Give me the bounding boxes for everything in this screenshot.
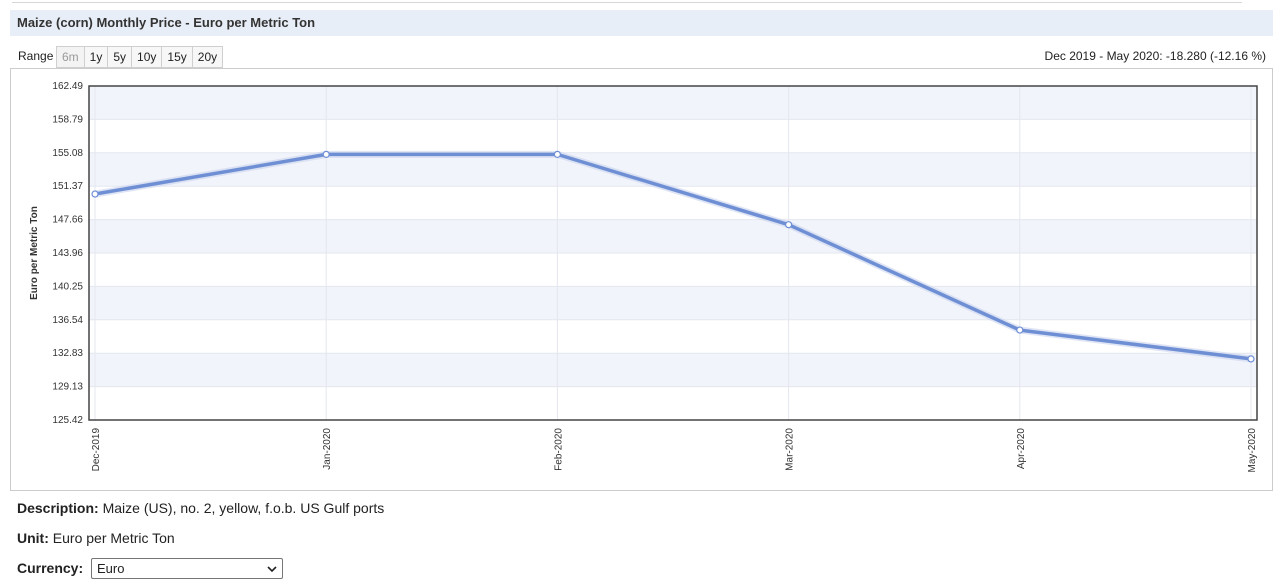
currency-row: Currency: — [17, 560, 83, 576]
x-tick-label: Apr-2020 — [1016, 428, 1027, 470]
chart-container: 162.49 158.79 155.08 151.37 147.66 143.96 140.… — [10, 68, 1273, 491]
currency-label: Currency: — [17, 560, 84, 576]
y-tick-label: 140.25 — [52, 281, 83, 292]
y-tick-label: 158.79 — [52, 114, 83, 125]
range-button-group: 6m 1y 5y 10y 15y 20y — [56, 46, 224, 68]
price-chart: 162.49 158.79 155.08 151.37 147.66 143.96 140.… — [29, 81, 1258, 473]
x-tick-label: Jan-2020 — [322, 428, 333, 470]
unit-value: Euro per Metric Ton — [52, 530, 175, 546]
description-value: Maize (US), no. 2, yellow, f.o.b. US Gul… — [102, 500, 385, 516]
y-tick-label: 125.42 — [52, 415, 83, 426]
description-label: Description: — [17, 500, 99, 516]
data-point — [553, 150, 562, 158]
description-row: Description: Maize (US), no. 2, yellow, … — [17, 500, 384, 516]
chart-header: Maize (corn) Monthly Price - Euro per Me… — [10, 10, 1273, 36]
range-button-15y[interactable]: 15y — [161, 46, 193, 68]
y-tick-label: 147.66 — [52, 215, 83, 226]
chevron-down-icon — [267, 566, 277, 573]
data-point — [91, 190, 99, 198]
plot-band — [89, 152, 1257, 187]
series-line — [94, 152, 1252, 361]
plot-band — [89, 219, 1257, 253]
plot-band — [89, 86, 1257, 120]
data-point — [322, 150, 330, 158]
y-axis-title: Euro per Metric Ton — [29, 206, 40, 300]
y-tick-label: 136.54 — [52, 315, 83, 326]
y-tick-label: 132.83 — [52, 348, 83, 359]
change-summary: Dec 2019 - May 2020: -18.280 (-12.16 %) — [1044, 49, 1266, 63]
plot-frame — [88, 85, 1258, 421]
y-tick-label: 129.13 — [52, 382, 83, 393]
unit-row: Unit: Euro per Metric Ton — [17, 530, 175, 546]
range-button-5y[interactable]: 5y — [107, 46, 133, 68]
x-tick-label: Feb-2020 — [553, 428, 564, 471]
currency-select[interactable]: Euro — [91, 558, 283, 579]
data-point — [784, 221, 793, 229]
x-tick-label: May-2020 — [1247, 428, 1258, 473]
y-tick-label: 162.49 — [52, 81, 83, 92]
y-tick-label: 151.37 — [52, 181, 83, 192]
x-tick-label: Mar-2020 — [785, 428, 796, 471]
top-divider — [12, 0, 1242, 3]
range-button-10y[interactable]: 10y — [131, 46, 163, 68]
range-label: Range — [18, 49, 54, 63]
plot-band — [89, 353, 1257, 387]
range-toolbar: Range 6m 1y 5y 10y 15y 20y Dec 2019 - May 202… — [10, 45, 1273, 68]
data-point — [1016, 326, 1024, 334]
range-button-1y[interactable]: 1y — [83, 46, 109, 68]
currency-selected-value: Euro — [97, 561, 125, 576]
range-button-6m[interactable]: 6m — [56, 46, 85, 68]
page-title: Maize (corn) Monthly Price - Euro per Me… — [17, 15, 316, 30]
unit-label: Unit: — [17, 530, 49, 546]
range-button-20y[interactable]: 20y — [191, 46, 224, 68]
y-tick-label: 155.08 — [52, 148, 83, 159]
x-tick-label: Dec-2019 — [91, 428, 102, 472]
y-tick-label: 143.96 — [52, 248, 83, 259]
data-point — [1247, 355, 1255, 363]
plot-band — [89, 286, 1257, 320]
